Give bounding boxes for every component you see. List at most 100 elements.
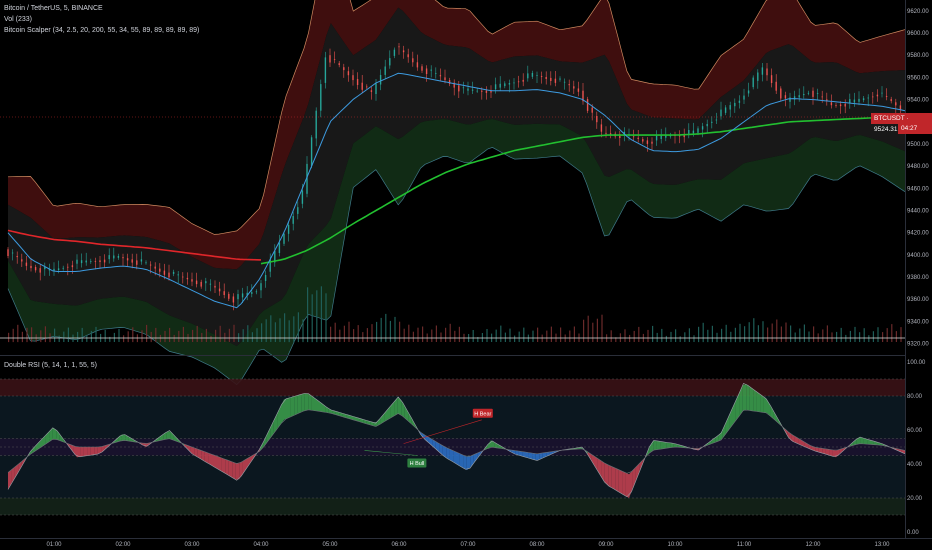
rsi-fill-segment [428,437,433,446]
price-tick-label: 9400.00 [907,253,929,259]
ema200-line [260,115,906,265]
symbol-title[interactable]: Bitcoin / TetherUS, 5, BINANCE [4,5,103,12]
candle-body [264,275,267,281]
volume-bar [178,330,180,342]
rsi-fill-segment [11,466,15,484]
rsi-fill-segment [215,455,219,470]
rsi-fill-segment [839,448,843,455]
rsi-fill-segment [611,466,616,490]
volume-bar [481,333,483,342]
rsi-fill-segment [829,449,833,457]
volume-bar [665,335,667,342]
rsi-fill-segment [335,411,340,416]
middle-band-fill [8,7,905,347]
volume-bar [357,325,359,342]
rsi-fill-segment [525,452,529,459]
candle-body [145,262,147,264]
rsi-fill-segment [487,440,491,449]
candle-body [149,264,152,266]
rsi-fill-segment [318,401,322,412]
candle-body [223,291,225,295]
rsi-fill-segment [622,471,626,496]
volume-bar [353,329,355,342]
candle-body [453,82,455,88]
candle-body [623,131,626,135]
rsi-fill-segment [822,448,826,455]
volume-bar [256,328,258,342]
candle-body [821,96,823,98]
volume-bar [233,324,235,342]
rsi-fill-segment [56,429,60,441]
rsi-fill-segment [366,420,371,425]
candle-body [462,87,465,89]
volume-bar [196,325,198,342]
bull-divergence-line [364,450,418,456]
candle-body [398,46,400,48]
volume-bar [454,330,456,342]
time-tick-label: 13:00 [874,542,890,548]
candle-body [780,88,782,99]
rsi-fill-segment [594,456,598,472]
candle-body [375,83,377,94]
rsi-fill-segment [390,401,395,418]
volume-bar [54,328,56,342]
rsi-fill-segment [735,392,740,421]
rsi-fill-segment [746,384,750,411]
chart-legend: Bitcoin / TetherUS, 5, BINANCE Vol (233)… [4,3,199,36]
volume-bar [900,327,902,342]
rsi-title[interactable]: Double RSI (5, 14, 1, 1, 55, 5) [4,362,97,369]
candle-body [803,94,805,96]
volume-bar [707,329,709,343]
volume-bar [334,322,336,342]
rsi-fill-segment [353,416,357,421]
overbought-zone [0,379,905,396]
rsi-fill-segment [201,450,205,462]
rsi-fill-segment [718,430,723,442]
volume-bar [753,318,755,342]
rsi-fill-segment [787,431,792,441]
volume-bar [702,322,704,343]
candle-body [228,293,230,299]
candle-body [683,134,685,138]
rsi-fill-segment [756,391,761,412]
volume-bar [780,326,782,342]
rsi-fill-segment [218,456,222,472]
volume-bar [399,321,401,342]
candle-body [582,90,584,102]
volume-bar [261,323,263,342]
volume-bar [560,327,562,342]
rsi-fill-segment [473,453,478,464]
candle-body [839,104,842,107]
candle-body [467,88,469,91]
rsi-fill-segment [94,447,98,455]
volume-bar [656,332,658,342]
rsi-fill-segment [187,445,191,453]
volume-bar [799,328,801,342]
volume-legend[interactable]: Vol (233) [4,16,33,23]
candle-body [720,109,722,117]
indicator-legend[interactable]: Bitcoin Scalper (34, 2.5, 20, 200, 55, 3… [4,27,200,34]
volume-bar [836,331,838,342]
rsi-fill-segment [404,406,409,422]
rsi-fill-segment [387,405,391,420]
price-axis-bg [905,0,932,550]
rsi-fill-segment [249,455,253,464]
candle-body [798,95,800,98]
rsi-fill-segment [59,434,64,442]
volume-bar [790,325,792,342]
volume-bar [592,322,594,342]
volume-bar [12,328,14,343]
rsi-fill-segment [742,384,747,412]
candle-body [738,100,741,103]
volume-bar [348,321,350,342]
candle-body [361,82,363,90]
rsi-fill-segment [466,456,471,471]
rsi-fill-segment [308,393,312,411]
rsi-fill-segment [225,459,229,476]
rsi-fill-segment [608,465,612,488]
candle-body [559,78,561,80]
candle-body [384,66,386,75]
bollinger-bands [7,0,906,386]
